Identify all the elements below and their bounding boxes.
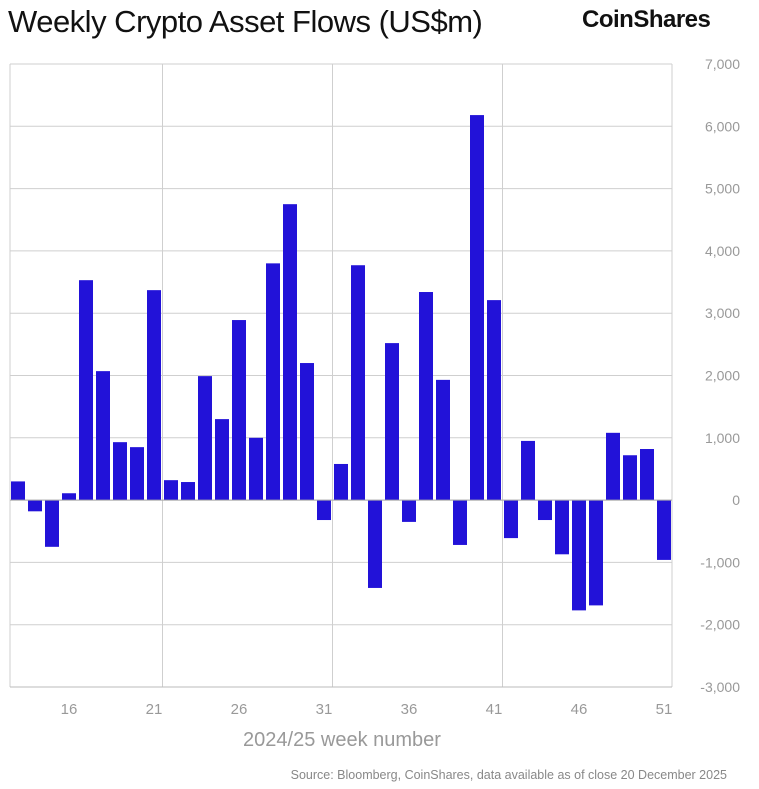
bar-week-31 xyxy=(317,500,331,521)
y-tick-label: -2,000 xyxy=(700,617,740,633)
bar-week-27 xyxy=(249,437,263,501)
bar-week-41 xyxy=(487,300,501,501)
y-tick-label: 4,000 xyxy=(705,243,740,259)
bar-week-34 xyxy=(368,500,382,588)
bar-week-47 xyxy=(589,500,603,606)
bar-week-16 xyxy=(62,493,76,501)
bar-week-17 xyxy=(79,280,93,501)
bar-week-25 xyxy=(215,419,229,501)
bar-week-13 xyxy=(11,481,25,501)
bar-week-36 xyxy=(402,500,416,522)
bar-week-35 xyxy=(385,343,399,501)
bar-week-39 xyxy=(453,500,467,545)
y-tick-label: 6,000 xyxy=(705,118,740,134)
bar-week-19 xyxy=(113,442,127,501)
bar-week-46 xyxy=(572,500,586,611)
bar-week-48 xyxy=(606,432,620,501)
y-tick-label: 3,000 xyxy=(705,305,740,321)
bar-week-44 xyxy=(538,500,552,521)
x-tick-label: 26 xyxy=(231,701,248,718)
bar-week-45 xyxy=(555,500,569,555)
bar-week-29 xyxy=(283,204,297,501)
coinshares-logo: CoinShares xyxy=(582,6,711,33)
bar-week-26 xyxy=(232,320,246,501)
x-tick-label: 31 xyxy=(316,701,333,718)
y-tick-label: 0 xyxy=(732,492,740,508)
bar-week-28 xyxy=(266,263,280,501)
bar-week-21 xyxy=(147,290,161,501)
bar-week-43 xyxy=(521,440,535,501)
bar-week-40 xyxy=(470,115,484,501)
chart-title: Weekly Crypto Asset Flows (US$m) xyxy=(8,4,483,39)
bar-week-38 xyxy=(436,379,450,501)
x-tick-label: 21 xyxy=(146,701,163,718)
y-tick-label: -1,000 xyxy=(700,554,740,570)
bar-week-23 xyxy=(181,482,195,501)
bar-week-49 xyxy=(623,455,637,501)
y-tick-label: 2,000 xyxy=(705,368,740,384)
bar-week-22 xyxy=(164,480,178,501)
bar-week-24 xyxy=(198,376,212,501)
source-note: Source: Bloomberg, CoinShares, data avai… xyxy=(290,768,727,782)
y-tick-label: 1,000 xyxy=(705,430,740,446)
bar-week-14 xyxy=(28,500,42,512)
bar-week-50 xyxy=(640,449,654,501)
bar-week-20 xyxy=(130,447,144,501)
bar-week-15 xyxy=(45,500,59,547)
y-tick-label: 7,000 xyxy=(705,56,740,72)
bar-week-42 xyxy=(504,500,518,539)
bar-week-33 xyxy=(351,265,365,501)
y-tick-label: 5,000 xyxy=(705,181,740,197)
bar-week-30 xyxy=(300,363,314,501)
x-tick-label: 51 xyxy=(656,701,673,718)
x-tick-label: 16 xyxy=(61,701,78,718)
x-tick-label: 41 xyxy=(486,701,503,718)
bar-week-18 xyxy=(96,371,110,501)
bar-week-32 xyxy=(334,463,348,501)
bar-week-37 xyxy=(419,292,433,501)
x-axis-label: 2024/25 week number xyxy=(243,729,441,751)
x-tick-label: 36 xyxy=(401,701,418,718)
y-tick-label: -3,000 xyxy=(700,679,740,695)
bar-week-51 xyxy=(657,500,671,560)
x-tick-label: 46 xyxy=(571,701,588,718)
